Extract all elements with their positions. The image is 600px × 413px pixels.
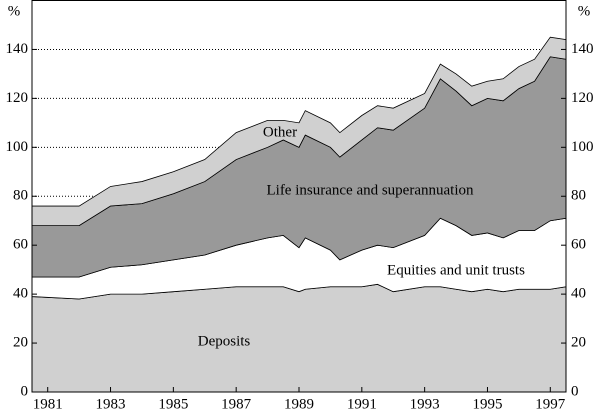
x-tick-label: 1987 xyxy=(221,396,252,412)
x-tick-label: 1997 xyxy=(535,396,566,412)
y-tick-label-right: 120 xyxy=(571,90,594,106)
y-tick-label: 60 xyxy=(13,237,28,253)
series-label: Deposits xyxy=(198,333,251,349)
y-tick-label-right: 60 xyxy=(571,237,586,253)
y-tick-label: 120 xyxy=(6,90,29,106)
area xyxy=(31,283,567,393)
y-tick-label: 40 xyxy=(13,286,28,302)
y-tick-label-right: 80 xyxy=(571,188,586,204)
y-unit-right: % xyxy=(578,3,591,19)
y-tick-label-right: 100 xyxy=(571,139,594,155)
x-tick-label: 1995 xyxy=(472,396,502,412)
y-tick-label-right: 40 xyxy=(571,286,586,302)
plot-frame xyxy=(31,0,567,393)
x-tick-label: 1983 xyxy=(96,396,126,412)
x-tick-label: 1985 xyxy=(158,396,188,412)
x-tick-label: 1991 xyxy=(347,396,377,412)
x-tick-label: 1981 xyxy=(33,396,63,412)
y-tick-label: 80 xyxy=(13,188,28,204)
x-tick-label: 1989 xyxy=(284,396,314,412)
x-tick-label: 1993 xyxy=(410,396,440,412)
series-label: Life insurance and superannuation xyxy=(266,182,474,198)
y-tick-label-right: 20 xyxy=(571,335,586,351)
y-tick-label-right: 140 xyxy=(571,41,594,57)
y-tick-label-right: 0 xyxy=(571,383,579,399)
y-tick-label: 20 xyxy=(13,335,28,351)
y-tick-label: 140 xyxy=(6,41,29,57)
series-label: Other xyxy=(263,124,297,140)
y-unit-left: % xyxy=(8,3,21,19)
y-tick-label: 0 xyxy=(21,383,29,399)
y-tick-label: 100 xyxy=(6,139,29,155)
series-label: Equities and unit trusts xyxy=(387,262,525,278)
